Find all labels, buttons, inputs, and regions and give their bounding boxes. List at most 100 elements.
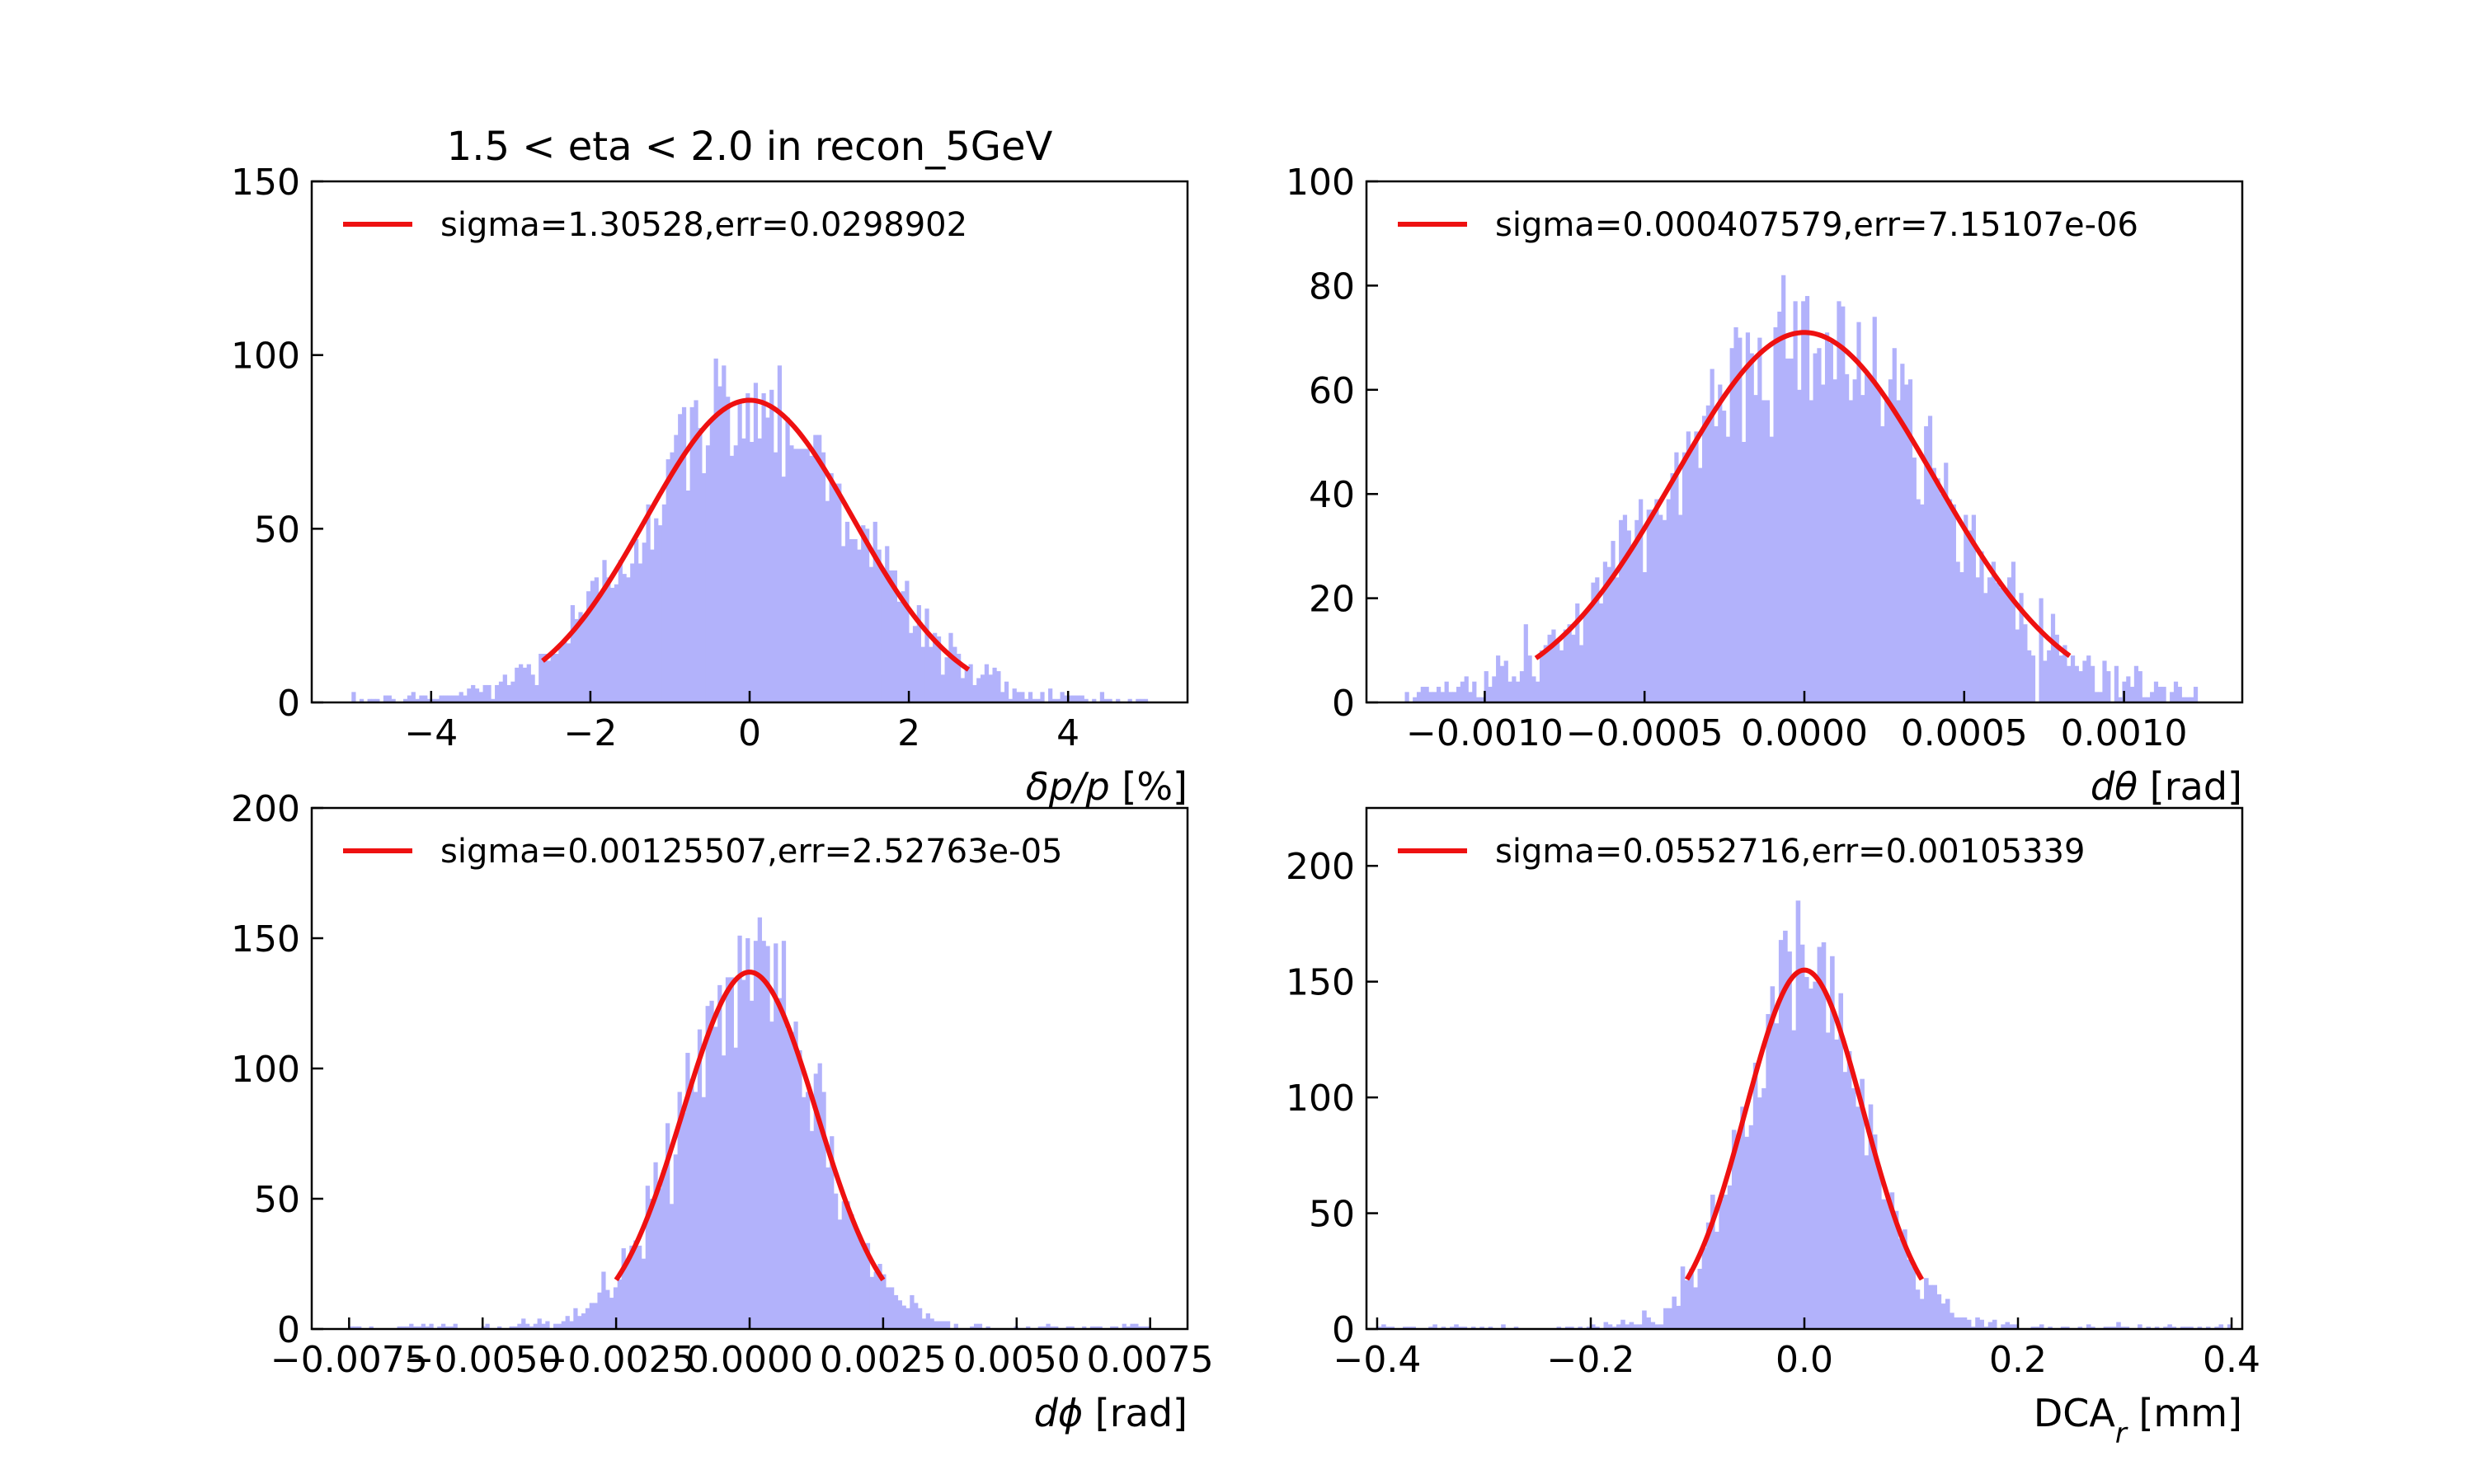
hist-bar: [761, 941, 766, 1329]
hist-bar: [1950, 1313, 1954, 1329]
hist-bar: [1567, 624, 1572, 702]
hist-bar: [1799, 944, 1805, 1329]
hist-bar: [513, 1326, 518, 1329]
hist-bar: [525, 1323, 530, 1329]
hist-bar: [2173, 681, 2179, 702]
hist-bar: [745, 393, 750, 702]
hist-bar: [2146, 1327, 2152, 1329]
y-tick-label: 200: [231, 788, 300, 830]
hist-bar: [2133, 665, 2139, 702]
hist-bar: [482, 684, 487, 702]
hist-bar: [809, 1130, 815, 1329]
hist-bar: [837, 1219, 843, 1329]
hist-bar: [542, 654, 548, 702]
x-tick-label: 0.0000: [1741, 712, 1868, 754]
hist-bar: [1556, 1327, 1562, 1329]
hist-bar: [1602, 561, 1608, 702]
hist-bar: [861, 1248, 867, 1329]
hist-bar: [1050, 1326, 1055, 1329]
hist-bar: [1496, 655, 1501, 702]
hist-bar: [2189, 697, 2194, 702]
hist-bar: [789, 445, 794, 702]
hist-bar: [1024, 698, 1029, 702]
y-tick-label: 150: [231, 918, 300, 960]
hist-bar: [1479, 697, 1485, 702]
hist-bar: [2067, 665, 2072, 702]
hist-bar: [1852, 379, 1857, 702]
x-tick-label: 0.0005: [1901, 712, 2028, 754]
hist-bar: [1783, 930, 1788, 1329]
hist-bar: [924, 608, 929, 702]
hist-bar: [530, 674, 535, 702]
hist-bar: [1729, 348, 1734, 702]
hist-bar: [522, 667, 528, 702]
hist-bar: [2170, 692, 2175, 702]
hist-bar: [1844, 373, 1850, 702]
hist-bar: [1484, 671, 1489, 702]
hist-bar: [657, 525, 663, 702]
hist-bar: [1607, 1324, 1613, 1329]
hist-bar: [407, 695, 412, 702]
hist-bar: [1947, 499, 1953, 702]
hist-bar: [698, 428, 703, 702]
hist-bar: [1381, 1324, 1386, 1329]
hist-bar: [1736, 1136, 1741, 1329]
y-tick-label: 20: [1309, 579, 1355, 621]
hist-bar: [1686, 431, 1691, 702]
hist-bar: [1065, 1326, 1070, 1329]
hist-bar: [1971, 1327, 1976, 1329]
hist-bar: [2116, 1322, 2121, 1329]
hist-bar: [873, 1271, 878, 1329]
hist-bar: [1441, 1327, 1446, 1329]
hist-bar: [557, 1323, 562, 1329]
hist-bar: [2074, 665, 2079, 702]
hist-bar: [657, 1188, 662, 1329]
hist-bar: [2086, 655, 2091, 702]
hist-bar: [570, 605, 575, 702]
x-tick-label: −4: [404, 712, 458, 754]
hist-bar: [1821, 384, 1826, 702]
hist-bar: [1462, 1327, 1468, 1329]
hist-bar: [1864, 1155, 1870, 1329]
hist-bar: [849, 1214, 854, 1329]
hist-bar: [753, 383, 759, 702]
hist-bar: [1817, 348, 1822, 702]
hist-bar: [453, 1323, 458, 1329]
hist-bar: [888, 570, 894, 702]
hist-bar: [681, 406, 687, 702]
x-tick-label: −0.2: [1547, 1339, 1635, 1381]
hist-bar: [429, 1323, 434, 1329]
hist-bar: [1832, 379, 1837, 702]
hist-bar: [1559, 650, 1564, 702]
fit-curve: [614, 970, 886, 1282]
histogram-bars: [1376, 900, 2232, 1329]
hist-bar: [1424, 687, 1429, 702]
hist-bar: [1527, 655, 1532, 702]
hist-bar: [430, 698, 436, 702]
hist-bar: [439, 695, 444, 702]
hist-bar: [733, 445, 738, 702]
hist-bar: [1705, 1222, 1711, 1329]
hist-bar: [2154, 1327, 2160, 1329]
hist-bar: [837, 483, 842, 702]
hist-bar: [678, 414, 683, 702]
hist-bar: [1008, 698, 1013, 702]
hist-bar: [769, 1021, 774, 1329]
hist-bar: [1701, 1247, 1707, 1329]
hist-bar: [593, 1303, 598, 1329]
hist-bar: [1642, 572, 1648, 702]
hist-bar: [877, 549, 882, 702]
hist-bar: [519, 664, 524, 702]
hist-bar: [1404, 692, 1409, 702]
hist-bar: [2197, 1327, 2203, 1329]
hist-bar: [1070, 1326, 1075, 1329]
hist-bar: [1955, 561, 1960, 702]
hist-bar: [1145, 1326, 1151, 1329]
hist-bar: [419, 695, 424, 702]
hist-bar: [1130, 1323, 1135, 1329]
hist-bar: [942, 1321, 947, 1329]
hist-bar: [1479, 1327, 1484, 1329]
hist-bar: [1915, 1289, 1921, 1329]
hist-bar: [1936, 1294, 1942, 1329]
hist-bar: [521, 1318, 526, 1329]
